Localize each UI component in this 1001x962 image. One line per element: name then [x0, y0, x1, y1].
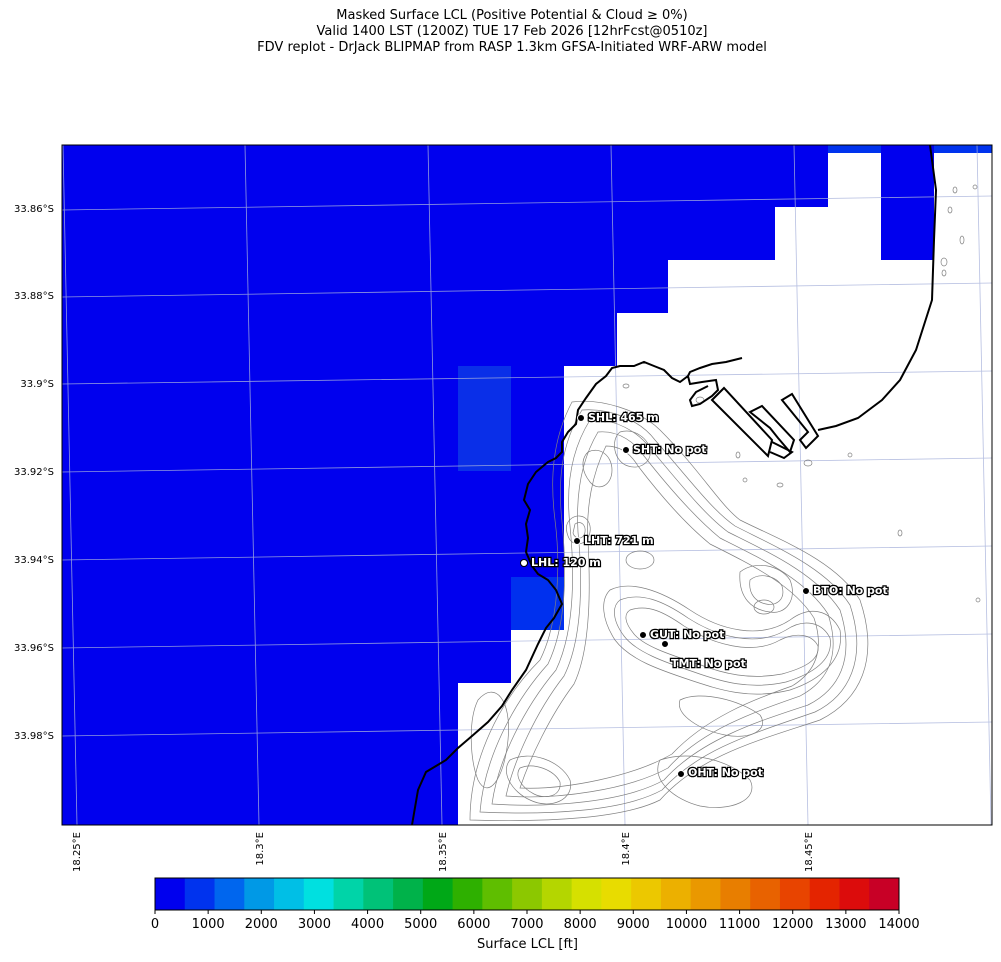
colorbar-swatch: [660, 878, 692, 910]
title-line-1: Masked Surface LCL (Positive Potential &…: [336, 8, 688, 23]
colorbar-tick-label: 1000: [192, 917, 225, 932]
lcl-field-low: [62, 145, 828, 825]
harbour-breakwaters: [710, 386, 820, 460]
lon-tick-label: 18.35°E: [438, 832, 449, 872]
colorbar-tick-label: 10000: [666, 917, 707, 932]
lon-tick-label: 18.4°E: [621, 832, 632, 866]
graticule: [62, 145, 992, 825]
site-tmt-label: TMT: No pot: [671, 657, 746, 670]
colorbar-swatch: [363, 878, 394, 910]
colorbar-swatch: [809, 878, 840, 910]
colorbar-swatch: [482, 878, 513, 910]
colorbar-tick-label: 7000: [510, 917, 543, 932]
lcl-field-cell-shl: [458, 366, 511, 471]
colorbar-swatch: [750, 878, 781, 910]
lat-axis: 33.86°S 33.88°S 33.9°S 33.92°S 33.94°S 3…: [14, 204, 54, 742]
terrain-contours: [469, 184, 981, 821]
site-lhl-label: LHL: 120 m: [531, 556, 601, 569]
lat-tick-label: 33.96°S: [14, 643, 54, 654]
lat-tick-label: 33.98°S: [14, 731, 54, 742]
colorbar-swatch: [541, 878, 573, 910]
lon-tick-label: 18.45°E: [804, 832, 815, 872]
colorbar-swatch: [393, 878, 424, 910]
site-bto[interactable]: BTO: No pot: [802, 583, 889, 598]
colorbar-swatch: [601, 878, 632, 910]
site-lht[interactable]: LHT: 721 m: [573, 533, 655, 548]
colorbar-swatch: [720, 878, 751, 910]
site-markers: SHL: 465 m SHT: No pot LHT: 721 m LHL: 1…: [520, 410, 889, 780]
site-sht-label: SHT: No pot: [633, 443, 707, 456]
plot-frame: [61, 144, 993, 826]
title-line-3: FDV replot - DrJack BLIPMAP from RASP 1.…: [257, 40, 767, 55]
site-tmt[interactable]: TMT: No pot: [661, 640, 747, 671]
colorbar-swatch: [631, 878, 662, 910]
colorbar-tick-label: 3000: [298, 917, 331, 932]
colorbar-swatch: [869, 878, 900, 910]
colorbar-swatch: [303, 878, 335, 910]
colorbar-swatch: [214, 878, 245, 910]
lat-tick-label: 33.94°S: [14, 555, 54, 566]
colorbar: 0 1000 2000 3000 4000 5000 6000 7000 8000 9000 100…: [151, 877, 920, 932]
site-gut-label: GUT: No pot: [650, 628, 724, 641]
site-shl-label: SHL: 465 m: [588, 411, 659, 424]
lcl-field-cell-top2: [934, 145, 992, 153]
colorbar-swatch: [690, 878, 721, 910]
colorbar-tick-label: 0: [151, 917, 159, 932]
colorbar-swatch: [422, 878, 454, 910]
site-gut[interactable]: GUT: No pot: [639, 627, 726, 642]
site-oht[interactable]: OHT: No pot: [677, 765, 764, 780]
colorbar-swatch: [839, 878, 870, 910]
lon-tick-label: 18.3°E: [255, 832, 266, 866]
colorbar-swatch: [452, 878, 483, 910]
colorbar-tick-label: 2000: [245, 917, 278, 932]
colorbar-tick-label: 4000: [351, 917, 384, 932]
lcl-field-cell-top: [828, 145, 881, 153]
site-oht-label: OHT: No pot: [688, 766, 763, 779]
map-area: SHL: 465 m SHT: No pot LHT: 721 m LHL: 1…: [62, 145, 992, 825]
colorbar-swatch: [244, 878, 275, 910]
lon-axis: 18.25°E 18.3°E 18.35°E 18.4°E 18.45°E: [72, 832, 815, 872]
site-sht[interactable]: SHT: No pot: [622, 442, 708, 457]
site-lht-label: LHT: 721 m: [584, 534, 654, 547]
colorbar-swatch: [274, 878, 305, 910]
colorbar-tick-label: 11000: [719, 917, 760, 932]
site-lhl[interactable]: LHL: 120 m: [520, 555, 602, 570]
lcl-field-cell-ne: [881, 145, 934, 260]
lat-tick-label: 33.92°S: [14, 467, 54, 478]
site-bto-label: BTO: No pot: [813, 584, 888, 597]
colorbar-tick-label: 5000: [404, 917, 437, 932]
lon-tick-label: 18.25°E: [72, 832, 83, 872]
colorbar-swatch: [779, 878, 811, 910]
colorbar-label: Surface LCL [ft]: [477, 937, 578, 952]
colorbar-tick-label: 14000: [878, 917, 919, 932]
chart-title: Masked Surface LCL (Positive Potential &…: [0, 8, 1001, 56]
colorbar-swatch: [512, 878, 543, 910]
colorbar-swatch: [333, 878, 364, 910]
colorbar-swatch: [184, 878, 216, 910]
colorbar-tick-label: 12000: [772, 917, 813, 932]
colorbar-tick-label: 9000: [617, 917, 650, 932]
coastline-east: [817, 145, 938, 431]
colorbar-tick-label: 8000: [564, 917, 597, 932]
lcl-field-cell-lhl: [511, 577, 564, 630]
colorbar-swatch: [155, 878, 186, 910]
lat-tick-label: 33.86°S: [14, 204, 54, 215]
colorbar-tick-label: 13000: [825, 917, 866, 932]
lat-tick-label: 33.88°S: [14, 291, 54, 302]
title-line-2: Valid 1400 LST (1200Z) TUE 17 Feb 2026 […: [316, 24, 708, 39]
lat-tick-label: 33.9°S: [20, 379, 54, 390]
site-shl[interactable]: SHL: 465 m: [577, 410, 660, 425]
colorbar-tick-label: 6000: [457, 917, 490, 932]
colorbar-swatch: [571, 878, 602, 910]
coastline: [411, 357, 743, 825]
